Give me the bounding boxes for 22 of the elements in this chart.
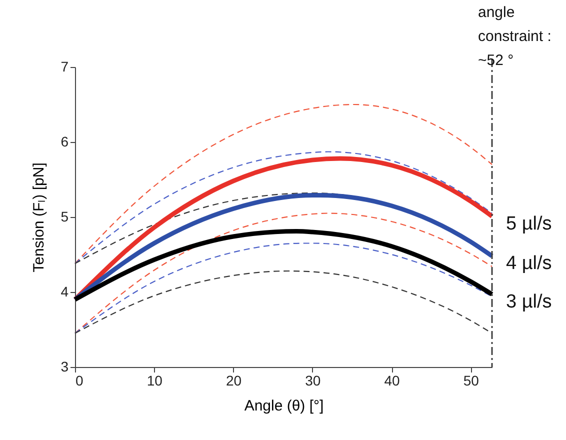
x-tick-label: 40 (384, 372, 400, 388)
y-tick-label: 7 (60, 58, 69, 74)
series-label: 4 µl/s (506, 253, 552, 274)
series-label: 5 µl/s (506, 213, 552, 234)
y-tick-label: 4 (60, 284, 69, 300)
x-axis-title: Angle (θ) [°] (244, 398, 324, 414)
x-tick-label: 0 (76, 372, 84, 388)
x-tick-label: 20 (226, 372, 242, 388)
x-tick-label: 10 (146, 372, 163, 388)
line-series (74, 151, 493, 264)
line-series (72, 156, 494, 302)
series-label: 3 µl/s (506, 291, 552, 312)
x-tick-label: 50 (463, 372, 480, 388)
y-tick-label: 6 (60, 134, 69, 150)
y-tick-label: 3 (60, 358, 69, 374)
line-series (74, 104, 493, 264)
x-tick-label: 30 (305, 372, 321, 388)
ref-line-label: angle constraint : ~52 ° (478, 4, 552, 69)
line-series (74, 212, 493, 334)
y-axis-title: Tension (Fₗ) [pN] (30, 162, 48, 272)
y-tick-label: 5 (60, 208, 69, 224)
line-series (72, 229, 494, 302)
